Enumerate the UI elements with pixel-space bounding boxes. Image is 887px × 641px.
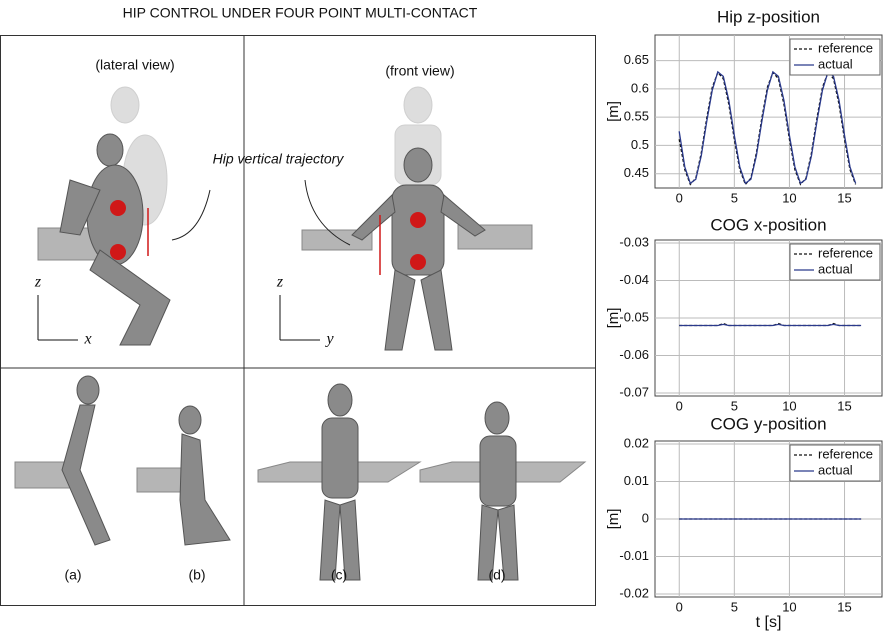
y-tick-label: -0.06 [619, 347, 649, 362]
mannequin-poses [15, 376, 585, 580]
y-tick-label: -0.03 [619, 234, 649, 249]
axes-glyph [38, 295, 320, 340]
y-tick-label: -0.05 [619, 309, 649, 324]
x-axis-label: t [s] [756, 614, 782, 631]
legend-label: actual [818, 56, 853, 71]
chart-title: COG x-position [710, 215, 826, 234]
y-axis-label: [m] [605, 509, 622, 530]
figure: HIP CONTROL UNDER FOUR POINT MULTI-CONTA… [0, 0, 887, 636]
y-tick-label: 0.55 [624, 109, 649, 124]
y-tick-label: -0.07 [619, 384, 649, 399]
panel-label: (d) [488, 567, 505, 583]
legend-label: actual [818, 462, 853, 477]
x-tick-label: 10 [782, 190, 796, 205]
view-label: (lateral view) [95, 57, 174, 73]
axis-letter: z [276, 274, 284, 291]
y-tick-label: 0.45 [624, 165, 649, 180]
axis-letter: y [324, 331, 334, 348]
mannequin-lateral [38, 87, 210, 345]
x-tick-label: 5 [731, 599, 738, 614]
y-tick-label: -0.01 [619, 548, 649, 563]
figure-title: HIP CONTROL UNDER FOUR POINT MULTI-CONTA… [123, 5, 478, 21]
x-tick-label: 0 [676, 190, 683, 205]
y-tick-label: 0.01 [624, 473, 649, 488]
x-tick-label: 15 [837, 398, 851, 413]
view-label: (front view) [385, 63, 454, 79]
panel-label: (a) [64, 567, 81, 583]
mannequin-front [302, 87, 532, 350]
chart-title: Hip z-position [717, 7, 820, 26]
x-tick-label: 15 [837, 190, 851, 205]
legend-label: reference [818, 245, 873, 260]
annotation: Hip vertical trajectory [213, 151, 345, 167]
y-tick-label: 0.5 [631, 137, 649, 152]
legend-label: reference [818, 40, 873, 55]
y-axis-label: [m] [605, 101, 622, 122]
y-tick-label: -0.02 [619, 585, 649, 600]
x-tick-label: 15 [837, 599, 851, 614]
x-tick-label: 0 [676, 398, 683, 413]
chart-title: COG y-position [710, 414, 826, 433]
x-tick-label: 0 [676, 599, 683, 614]
y-tick-label: 0 [642, 510, 649, 525]
x-tick-label: 5 [731, 190, 738, 205]
panel-label: (b) [188, 567, 205, 583]
x-tick-label: 10 [782, 398, 796, 413]
axis-letter: z [34, 274, 42, 291]
axis-letter: x [83, 331, 91, 348]
legend-label: reference [818, 446, 873, 461]
y-tick-label: 0.65 [624, 52, 649, 67]
panel-label: (c) [331, 567, 347, 583]
y-tick-label: 0.6 [631, 80, 649, 95]
legend-label: actual [818, 261, 853, 276]
y-tick-label: 0.02 [624, 435, 649, 450]
y-tick-label: -0.04 [619, 272, 649, 287]
x-tick-label: 5 [731, 398, 738, 413]
x-tick-label: 10 [782, 599, 796, 614]
